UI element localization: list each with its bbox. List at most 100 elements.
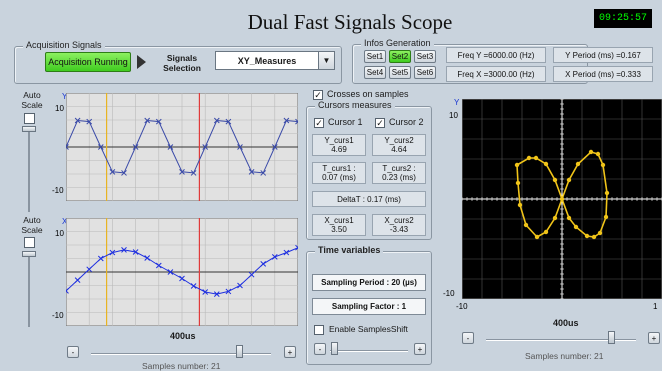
sampling-factor-field[interactable]: Sampling Factor : 1 bbox=[312, 298, 426, 315]
xy-point bbox=[543, 229, 549, 235]
sample-cross bbox=[248, 271, 255, 278]
y-curs2-readout: Y_curs2 4.64 bbox=[372, 134, 426, 156]
x-plot-top-tick: 10 bbox=[55, 229, 64, 238]
xy-plot[interactable] bbox=[462, 99, 662, 299]
xy-point bbox=[515, 180, 521, 186]
signals-selection-value: XY_Measures bbox=[237, 55, 297, 66]
sample-cross bbox=[202, 289, 209, 295]
y-auto-scale-label: Auto Scale bbox=[20, 90, 44, 110]
time-variables-group: Time variables bbox=[306, 245, 432, 365]
xy-point bbox=[566, 215, 572, 221]
xy-point bbox=[584, 233, 590, 239]
t-curs1-name: T_curs1 : bbox=[322, 164, 356, 173]
y-signal-plot[interactable] bbox=[66, 93, 298, 201]
signals-selection-label: Signals Selection bbox=[158, 53, 206, 73]
shift-plus-button[interactable]: + bbox=[414, 343, 426, 355]
sample-cross bbox=[144, 255, 151, 261]
sample-cross bbox=[237, 282, 243, 289]
sample-cross bbox=[155, 118, 162, 125]
left-samples-slider-thumb[interactable] bbox=[236, 345, 243, 358]
xy-point bbox=[514, 162, 520, 168]
acquisition-group-label: Acquisition Signals bbox=[23, 40, 105, 50]
sample-cross bbox=[167, 269, 174, 275]
clock-display: 09:25:57 bbox=[594, 9, 652, 28]
enable-samples-shift-label: Enable SamplesShift bbox=[329, 324, 408, 334]
sample-cross bbox=[260, 170, 267, 176]
sample-cross bbox=[213, 117, 220, 124]
sample-cross bbox=[74, 117, 81, 124]
xy-samples-plus-button[interactable]: + bbox=[648, 332, 660, 344]
left-samples-minus-button[interactable]: - bbox=[67, 346, 79, 358]
chevron-down-icon[interactable]: ▼ bbox=[318, 52, 334, 69]
x-curs1-readout: X_curs1 3.50 bbox=[312, 214, 366, 236]
xy-point bbox=[575, 161, 581, 167]
freq-x-readout: Freq X =3000.00 (Hz) bbox=[446, 66, 546, 82]
sample-cross bbox=[66, 288, 69, 294]
sample-cross bbox=[121, 170, 127, 176]
sample-cross bbox=[86, 266, 93, 273]
sample-cross bbox=[271, 144, 278, 150]
xy-samples-slider-track[interactable] bbox=[486, 339, 636, 341]
x-curs1-name: X_curs1 bbox=[324, 216, 354, 225]
xy-point bbox=[588, 149, 594, 155]
window-title: Dual Fast Signals Scope bbox=[247, 10, 453, 34]
sample-cross bbox=[248, 168, 255, 175]
sample-cross bbox=[97, 144, 104, 150]
shift-minus-button[interactable]: - bbox=[314, 343, 326, 355]
xy-plot-right-tick: 1 bbox=[653, 302, 658, 311]
left-samples-slider-track[interactable] bbox=[91, 353, 271, 355]
crosses-on-samples-label: Crosses on samples bbox=[327, 89, 409, 99]
shift-slider-thumb[interactable] bbox=[331, 342, 338, 355]
x-scale-slider[interactable] bbox=[22, 251, 36, 257]
set6-button[interactable]: Set6 bbox=[414, 66, 436, 79]
shift-slider-track[interactable] bbox=[330, 350, 408, 352]
x-plot-bottom-tick: -10 bbox=[52, 311, 64, 320]
sample-cross bbox=[86, 118, 93, 125]
cursor1-checkbox[interactable]: ✓ bbox=[314, 117, 324, 128]
x-plot-axis-name: X bbox=[62, 217, 68, 226]
sample-cross bbox=[237, 144, 243, 150]
set3-button[interactable]: Set3 bbox=[414, 50, 436, 63]
sample-cross bbox=[295, 244, 298, 251]
y-curs1-name: Y_curs1 bbox=[324, 136, 354, 145]
cursor2-checkbox[interactable]: ✓ bbox=[375, 117, 385, 128]
y-auto-scale-checkbox[interactable] bbox=[24, 113, 35, 124]
x-auto-scale-label-line1: Auto bbox=[23, 215, 41, 225]
sample-cross bbox=[283, 249, 290, 256]
sample-cross bbox=[121, 247, 127, 253]
x-curs2-readout: X_curs2 -3.43 bbox=[372, 214, 426, 236]
x-auto-scale-checkbox[interactable] bbox=[24, 237, 35, 248]
left-samples-plus-button[interactable]: + bbox=[284, 346, 296, 358]
y-curs1-readout: Y_curs1 4.69 bbox=[312, 134, 366, 156]
left-samples-count: Samples number: 21 bbox=[142, 361, 221, 371]
enable-samples-shift-checkbox[interactable] bbox=[314, 325, 324, 335]
xy-plot-bottom-tick: -10 bbox=[443, 289, 455, 298]
x-signal-plot[interactable] bbox=[66, 218, 298, 326]
x-curs2-name: X_curs2 bbox=[384, 216, 414, 225]
crosses-on-samples-checkbox[interactable]: ✓ bbox=[313, 89, 323, 100]
xy-samples-minus-button[interactable]: - bbox=[462, 332, 474, 344]
t-curs1-readout: T_curs1 : 0.07 (ms) bbox=[312, 162, 366, 184]
xy-point bbox=[600, 162, 606, 168]
y-scale-slider-track[interactable] bbox=[28, 132, 30, 212]
xy-point bbox=[603, 214, 609, 220]
x-auto-scale-label-line2: Scale bbox=[21, 225, 43, 235]
sampling-period-field[interactable]: Sampling Period : 20 (µs) bbox=[312, 274, 426, 291]
sample-cross bbox=[225, 288, 232, 295]
freq-y-readout: Freq Y =6000.00 (Hz) bbox=[446, 47, 546, 63]
xy-point bbox=[552, 215, 558, 221]
x-scale-slider-track[interactable] bbox=[28, 257, 30, 327]
sample-cross bbox=[155, 262, 162, 269]
xy-point bbox=[604, 190, 610, 196]
set4-button[interactable]: Set4 bbox=[364, 66, 386, 79]
set1-button[interactable]: Set1 bbox=[364, 50, 386, 63]
sample-cross bbox=[190, 283, 197, 289]
delta-t-readout: DeltaT : 0.17 (ms) bbox=[312, 191, 426, 207]
xy-point bbox=[526, 155, 532, 161]
xy-samples-slider-thumb[interactable] bbox=[608, 331, 615, 344]
set2-button[interactable]: Set2 bbox=[389, 50, 411, 63]
acquisition-running-button[interactable]: Acquisition Running bbox=[45, 52, 131, 72]
set5-button[interactable]: Set5 bbox=[389, 66, 411, 79]
signals-selection-dropdown[interactable]: XY_Measures ▼ bbox=[215, 51, 335, 70]
y-scale-slider[interactable] bbox=[22, 126, 36, 132]
